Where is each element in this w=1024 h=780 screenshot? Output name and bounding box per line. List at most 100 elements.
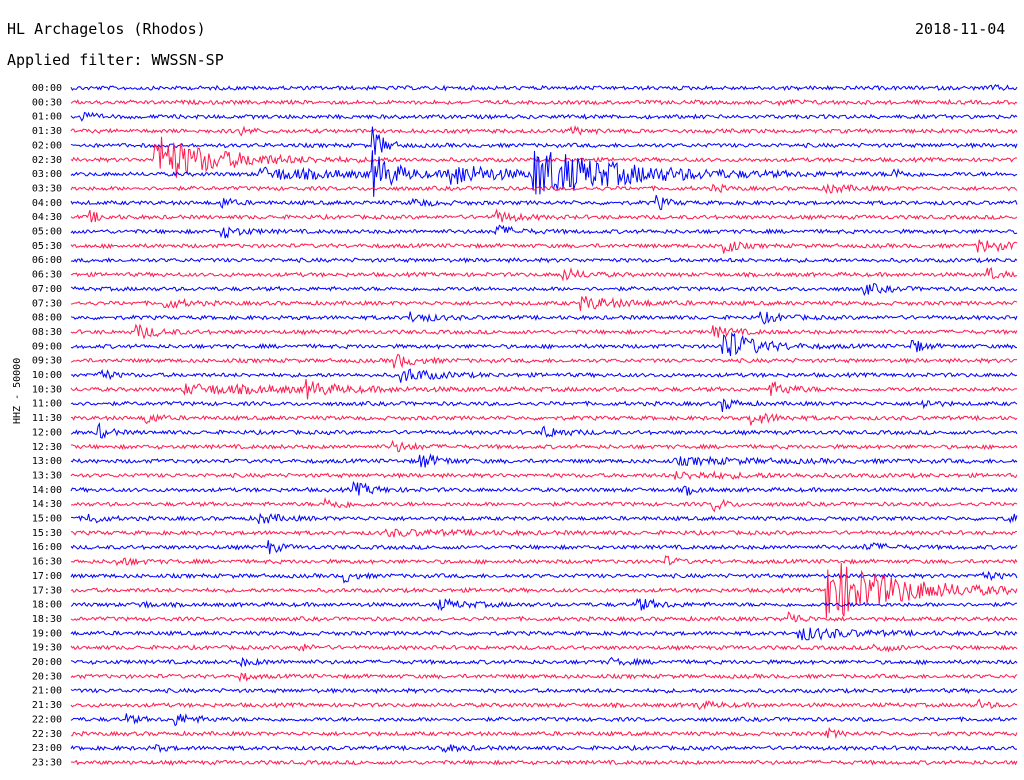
trace-row-01:30 — [70, 124, 1018, 137]
station-title: HL Archagelos (Rhodos) — [7, 20, 206, 38]
trace-row-02:00 — [70, 126, 1018, 155]
row-time-label: 13:00 — [32, 456, 62, 467]
row-time-label: 12:30 — [32, 442, 62, 453]
trace-row-05:00 — [70, 224, 1018, 239]
trace-row-23:30 — [70, 759, 1018, 766]
trace-row-04:00 — [70, 194, 1018, 211]
trace-row-15:00 — [71, 512, 1018, 524]
trace-row-20:00 — [70, 656, 1018, 668]
trace-row-12:00 — [70, 422, 1018, 439]
trace-row-14:00 — [70, 480, 1018, 496]
row-time-label: 12:00 — [32, 427, 62, 438]
row-time-label: 10:30 — [32, 384, 62, 395]
row-time-label: 23:00 — [32, 743, 62, 754]
row-time-label: 14:30 — [32, 499, 62, 510]
row-time-label: 20:30 — [32, 671, 62, 682]
row-time-label: 04:00 — [32, 198, 62, 209]
row-time-label: 09:30 — [32, 356, 62, 367]
trace-row-18:00 — [70, 597, 1018, 612]
row-time-label: 13:30 — [32, 470, 62, 481]
row-time-label: 08:30 — [32, 327, 62, 338]
trace-row-09:00 — [70, 331, 1017, 357]
row-time-label: 00:00 — [32, 83, 62, 94]
trace-row-19:30 — [70, 643, 1018, 653]
trace-row-19:00 — [70, 627, 1018, 641]
row-time-label: 09:00 — [32, 341, 62, 352]
trace-row-06:00 — [70, 257, 1018, 264]
row-time-label: 00:30 — [32, 97, 62, 108]
trace-row-21:00 — [70, 687, 1018, 695]
trace-row-11:30 — [70, 412, 1018, 426]
trace-row-03:00 — [70, 150, 1018, 197]
trace-row-06:30 — [70, 266, 1017, 282]
trace-row-09:30 — [70, 353, 1018, 369]
trace-row-23:00 — [70, 744, 1018, 754]
row-time-label: 23:30 — [32, 757, 62, 768]
trace-row-00:30 — [70, 98, 1018, 107]
row-time-label: 15:00 — [32, 514, 62, 525]
trace-row-03:30 — [70, 183, 1018, 194]
row-time-label: 21:30 — [32, 700, 62, 711]
row-time-label: 22:00 — [32, 714, 62, 725]
row-time-label: 08:00 — [32, 313, 62, 324]
trace-row-04:30 — [70, 208, 1018, 223]
trace-row-17:00 — [70, 570, 1018, 584]
row-time-label: 02:30 — [32, 155, 62, 166]
trace-row-12:30 — [70, 439, 1018, 453]
row-time-label: 10:00 — [32, 370, 62, 381]
trace-row-10:00 — [70, 368, 1018, 383]
trace-row-15:30 — [71, 528, 1018, 538]
date-label: 2018-11-04 — [915, 20, 1006, 38]
row-time-label: 02:00 — [32, 140, 62, 151]
row-time-label: 15:30 — [32, 528, 62, 539]
row-time-label: 01:00 — [32, 112, 62, 123]
row-time-label: 20:00 — [32, 657, 62, 668]
trace-row-16:00 — [70, 540, 1018, 555]
trace-row-22:30 — [71, 726, 1018, 740]
trace-row-01:00 — [70, 111, 1018, 122]
row-time-label: 18:00 — [32, 600, 62, 611]
row-time-label: 18:30 — [32, 614, 62, 625]
row-time-label: 11:30 — [32, 413, 62, 424]
trace-row-21:30 — [70, 698, 1017, 711]
row-time-label: 03:00 — [32, 169, 62, 180]
row-time-label: 01:30 — [32, 126, 62, 137]
row-time-label: 17:30 — [32, 585, 62, 596]
trace-row-08:00 — [70, 311, 1018, 325]
trace-row-17:30 — [70, 563, 1018, 619]
row-time-label: 22:30 — [32, 729, 62, 740]
trace-row-10:30 — [70, 379, 1018, 400]
row-time-label: 17:00 — [32, 571, 62, 582]
row-time-label: 19:30 — [32, 643, 62, 654]
row-time-label: 14:00 — [32, 485, 62, 496]
trace-row-18:30 — [70, 611, 1018, 623]
trace-row-07:00 — [70, 283, 1018, 297]
trace-row-02:30 — [70, 136, 1018, 178]
row-time-label: 11:00 — [32, 399, 62, 410]
row-time-label: 16:00 — [32, 542, 62, 553]
trace-row-00:00 — [70, 83, 1018, 92]
row-time-label: 19:00 — [32, 628, 62, 639]
trace-row-08:30 — [70, 323, 1018, 340]
row-time-label: 05:00 — [32, 227, 62, 238]
trace-row-22:00 — [70, 713, 1018, 727]
trace-row-07:30 — [70, 296, 1018, 311]
row-time-label: 04:30 — [32, 212, 62, 223]
trace-row-05:30 — [70, 239, 1018, 254]
row-time-label: 03:30 — [32, 183, 62, 194]
row-time-label: 06:00 — [32, 255, 62, 266]
row-time-label: 06:30 — [32, 270, 62, 281]
trace-row-20:30 — [70, 672, 1018, 683]
row-time-label: 07:30 — [32, 298, 62, 309]
filter-label: Applied filter: WWSSN-SP — [7, 51, 224, 69]
trace-row-14:30 — [70, 496, 1018, 513]
trace-row-11:00 — [70, 398, 1018, 412]
trace-row-13:30 — [70, 470, 1018, 481]
row-time-label: 05:30 — [32, 241, 62, 252]
row-time-label: 21:00 — [32, 686, 62, 697]
trace-row-13:00 — [70, 453, 1018, 468]
row-time-label: 07:00 — [32, 284, 62, 295]
row-time-label: 16:30 — [32, 557, 62, 568]
trace-row-16:30 — [70, 555, 1018, 567]
